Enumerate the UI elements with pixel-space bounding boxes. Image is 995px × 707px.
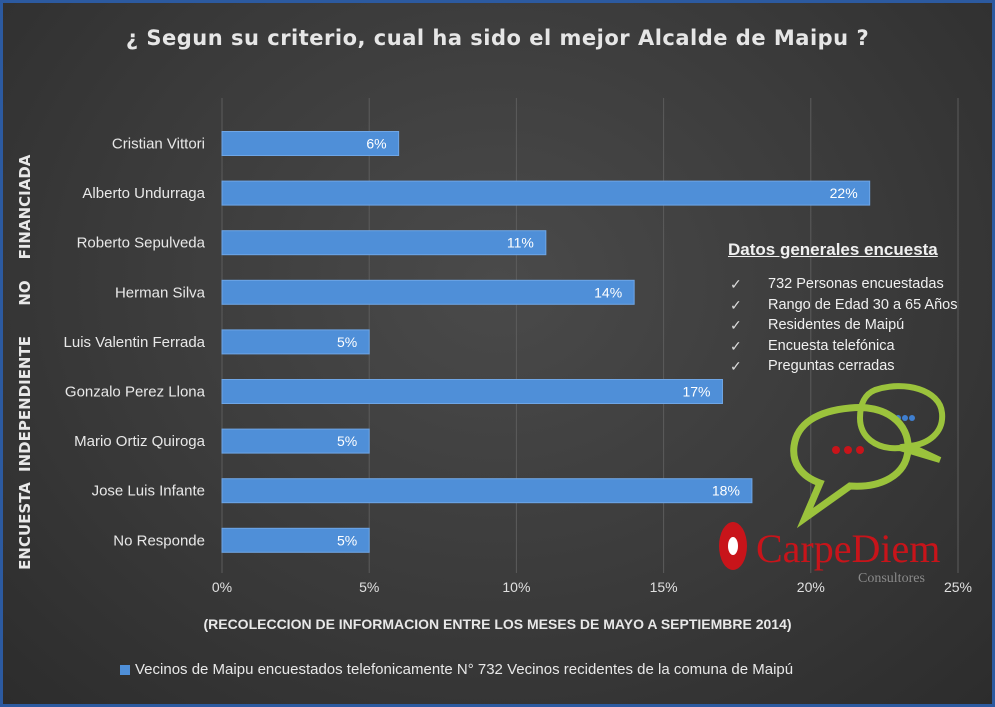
category-label: No Responde — [113, 532, 205, 549]
bar — [221, 230, 547, 256]
bar — [221, 131, 400, 156]
category-label: Herman Silva — [115, 284, 206, 301]
category-label: Jose Luis Infante — [92, 483, 205, 500]
x-tick-label: 0% — [212, 579, 232, 595]
bubble-dot — [902, 415, 908, 421]
x-tick-label: 15% — [650, 579, 678, 595]
data-label: 5% — [337, 334, 357, 350]
info-item-text: Preguntas cerradas — [768, 358, 895, 374]
info-item: ✓ Preguntas cerradas — [726, 356, 986, 377]
category-label: Alberto Undurraga — [82, 185, 205, 202]
x-tick-label: 20% — [797, 579, 825, 595]
category-label: Mario Ortiz Quiroga — [74, 433, 206, 450]
group-label: INDEPENDIENTE — [16, 336, 34, 472]
info-item-text: Residentes de Maipú — [768, 317, 905, 333]
bubble-dot — [832, 446, 840, 454]
category-label: Roberto Sepulveda — [77, 235, 206, 252]
check-icon: ✓ — [730, 337, 742, 354]
bar — [221, 379, 723, 404]
info-item: ✓ Encuesta telefónica — [726, 336, 986, 357]
bubble-dot — [856, 446, 864, 454]
data-label: 18% — [712, 483, 740, 499]
data-label: 17% — [682, 384, 710, 400]
category-label: Luis Valentin Ferrada — [64, 334, 206, 351]
info-item-text: 732 Personas encuestadas — [768, 276, 944, 292]
category-label: Gonzalo Perez Llona — [65, 384, 206, 401]
group-label: FINANCIADA — [16, 154, 34, 259]
bar — [221, 428, 370, 454]
legend-label: Vecinos de Maipu encuestados telefonicam… — [135, 661, 794, 678]
x-tick-label: 5% — [359, 579, 379, 595]
data-label: 11% — [507, 235, 534, 251]
info-title: Datos generales encuesta — [728, 240, 938, 259]
logo-text: CarpeDiem — [756, 526, 940, 571]
info-item: ✓ Residentes de Maipú — [726, 315, 986, 336]
bubble-dot — [909, 415, 915, 421]
x-tick-labels: 0% 5% 10% 15% 20% 25% — [212, 579, 972, 595]
data-label: 14% — [594, 284, 622, 300]
info-item: ✓ 732 Personas encuestadas — [726, 274, 986, 295]
bar — [221, 180, 871, 206]
data-label: 5% — [337, 433, 357, 449]
x-tick-label: 10% — [502, 579, 530, 595]
speech-bubble-front-icon — [790, 403, 912, 529]
x-tick-label: 25% — [944, 579, 972, 595]
check-icon: ✓ — [730, 276, 742, 292]
survey-info-box: Datos generales encuesta ✓ 732 Personas e… — [726, 240, 986, 377]
bar — [221, 279, 635, 305]
legend-swatch — [120, 664, 130, 675]
category-label: Cristian Vittori — [112, 136, 205, 153]
info-item-text: Rango de Edad 30 a 65 Años — [768, 296, 958, 313]
bubble-dot — [844, 446, 852, 454]
data-label: 6% — [366, 136, 386, 152]
data-label: 22% — [830, 185, 858, 201]
x-axis-label: (RECOLECCION DE INFORMACION ENTRE LOS ME… — [203, 616, 792, 632]
bar — [221, 478, 753, 504]
info-item-text: Encuesta telefónica — [768, 337, 895, 354]
check-icon: ✓ — [730, 317, 742, 333]
logo-subtext: Consultores — [858, 571, 925, 586]
group-label: ENCUESTA — [16, 482, 34, 570]
bar — [221, 329, 370, 355]
bar — [221, 527, 370, 553]
check-icon: ✓ — [730, 296, 742, 313]
chart-title: ¿ Segun su criterio, cual ha sido el mej… — [125, 26, 870, 50]
info-item: ✓ Rango de Edad 30 a 65 Años — [726, 295, 986, 316]
bars: 6% 22% 11% 14% 5% 17% 5% 18% 5% — [221, 131, 871, 553]
vertical-group-labels: ENCUESTA INDEPENDIENTE NO FINANCIADA — [16, 154, 34, 570]
carpediem-logo: CarpeDiem Consultores — [719, 383, 946, 586]
category-labels: Cristian Vittori Alberto Undurraga Roberto… — [64, 136, 206, 550]
legend: Vecinos de Maipu encuestados telefonicam… — [120, 661, 793, 678]
data-label: 5% — [337, 532, 357, 548]
group-label: NO — [16, 280, 34, 305]
check-icon: ✓ — [730, 358, 742, 374]
